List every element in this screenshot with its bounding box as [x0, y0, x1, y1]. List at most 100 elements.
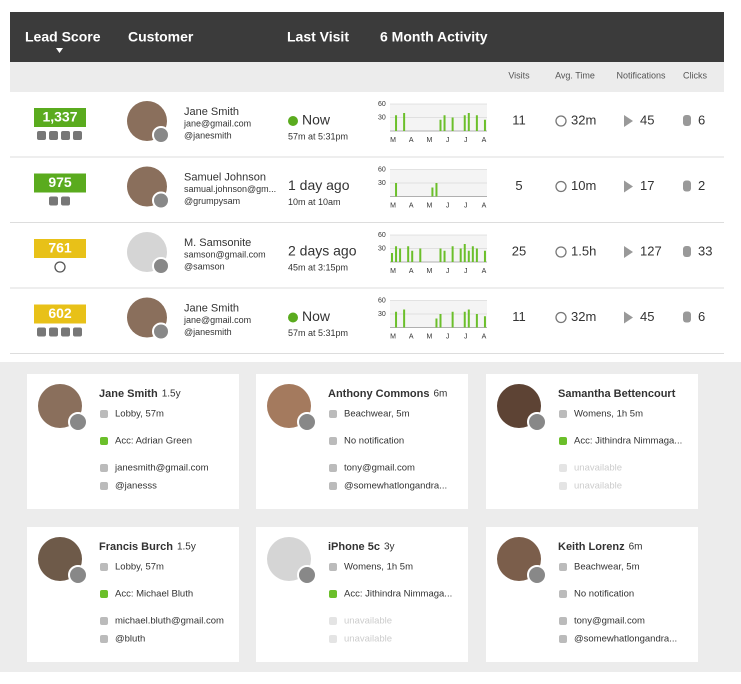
avg-time: 32m [571, 309, 596, 324]
line-icon [100, 482, 108, 490]
clicks: 6 [698, 112, 705, 127]
card-age: 6m [629, 542, 643, 553]
card-social: @somewhatlongandra... [574, 634, 677, 645]
month-label: A [409, 202, 414, 209]
click-icon [683, 311, 691, 323]
card-location: Womens, 1h 5m [574, 409, 643, 420]
activity-bar [407, 246, 410, 262]
score-badge [34, 239, 86, 258]
clicks: 2 [698, 178, 705, 193]
customer-name: Jane Smith [184, 302, 239, 314]
card-social: unavailable [344, 634, 392, 645]
card-social: @somewhatlongandra... [344, 481, 447, 492]
line-icon [559, 635, 567, 643]
card-name: Jane Smith [99, 388, 158, 400]
column-header[interactable]: 6 Month Activity [380, 29, 488, 45]
month-label: M [426, 202, 432, 209]
customer-handle: @janesmith [184, 130, 232, 140]
online-dot [288, 312, 298, 323]
month-label: M [426, 137, 432, 144]
notification-icon [624, 180, 633, 193]
line-icon [329, 410, 337, 418]
month-label: J [446, 333, 450, 340]
line-icon [559, 590, 567, 598]
device-badge [68, 412, 88, 432]
y-tick-label: 60 [378, 166, 386, 173]
badge-icon [49, 327, 58, 337]
column-header[interactable]: Lead Score [25, 29, 101, 45]
activity-bar [463, 115, 466, 131]
subheader-label: Avg. Time [555, 70, 595, 80]
activity-bar [451, 117, 454, 131]
table-header [10, 12, 724, 62]
card-location: Lobby, 57m [115, 409, 164, 420]
icon [555, 115, 567, 127]
notification-icon [624, 311, 633, 324]
last-visit-detail: 10m at 10am [288, 197, 341, 207]
card-location: Lobby, 57m [115, 562, 164, 573]
score: 1,337 [42, 109, 77, 125]
last-visit: Now [302, 308, 331, 324]
activity-bar [399, 248, 402, 262]
device-badge [68, 565, 88, 585]
y-tick-label: 60 [378, 101, 386, 108]
month-label: A [409, 333, 414, 340]
card-email: michael.bluth@gmail.com [115, 616, 224, 627]
visits: 25 [512, 243, 526, 258]
activity-bar [451, 311, 454, 328]
card-assignment: Acc: Jithindra Nimmaga... [574, 436, 682, 447]
line-icon [559, 464, 567, 472]
icon [54, 261, 66, 273]
score-badge [34, 108, 86, 127]
card-email: unavailable [574, 463, 622, 474]
activity-bar [467, 309, 470, 328]
activity-bar [483, 316, 486, 328]
line-icon [559, 437, 567, 445]
table-subheader [10, 62, 724, 92]
column-header[interactable]: Customer [128, 29, 194, 45]
line-icon [329, 437, 337, 445]
activity-bar [451, 246, 454, 262]
card-location: Womens, 1h 5m [344, 562, 413, 573]
device-badge [527, 412, 547, 432]
last-visit-detail: 57m at 5:31pm [288, 328, 348, 338]
card-assignment: Acc: Adrian Green [115, 436, 192, 447]
customer-email: samual.johnson@gm... [184, 184, 276, 194]
score-badge [34, 173, 86, 193]
card-social: unavailable [574, 481, 622, 492]
card-name: Keith Lorenz [558, 541, 625, 553]
customer-handle: @grumpysam [184, 196, 240, 206]
card-assignment: Acc: Jithindra Nimmaga... [344, 589, 452, 600]
device-badge [152, 191, 170, 210]
line-icon [100, 617, 108, 625]
column-header[interactable]: Last Visit [287, 29, 349, 45]
card-age: 3y [384, 542, 395, 553]
activity-bar [391, 253, 393, 262]
card-name: Francis Burch [99, 541, 173, 553]
line-icon [329, 464, 337, 472]
line-icon [329, 617, 337, 625]
month-label: A [482, 333, 487, 340]
card-social: @janesss [115, 481, 157, 492]
activity-bar [463, 244, 466, 262]
card-name: iPhone 5c [328, 541, 380, 553]
line-icon [100, 563, 108, 571]
last-visit-detail: 45m at 3:15pm [288, 262, 348, 272]
last-visit: 2 days ago [288, 243, 357, 259]
activity-bar [431, 187, 434, 197]
activity-bar [403, 309, 406, 328]
activity-bar [475, 314, 478, 328]
card-age: 1.5y [162, 389, 181, 400]
month-label: J [446, 268, 450, 275]
card-age: 1.5y [177, 542, 196, 553]
activity-bar [467, 250, 470, 262]
month-label: J [464, 137, 468, 144]
avg-time: 32m [571, 112, 596, 127]
month-label: J [464, 202, 468, 209]
activity-bar [471, 246, 474, 262]
badge-icon [73, 327, 82, 337]
activity-bar [403, 113, 406, 131]
badge-icon [49, 131, 58, 140]
customer-name: Samuel Johnson [184, 171, 266, 183]
month-label: J [446, 202, 450, 209]
